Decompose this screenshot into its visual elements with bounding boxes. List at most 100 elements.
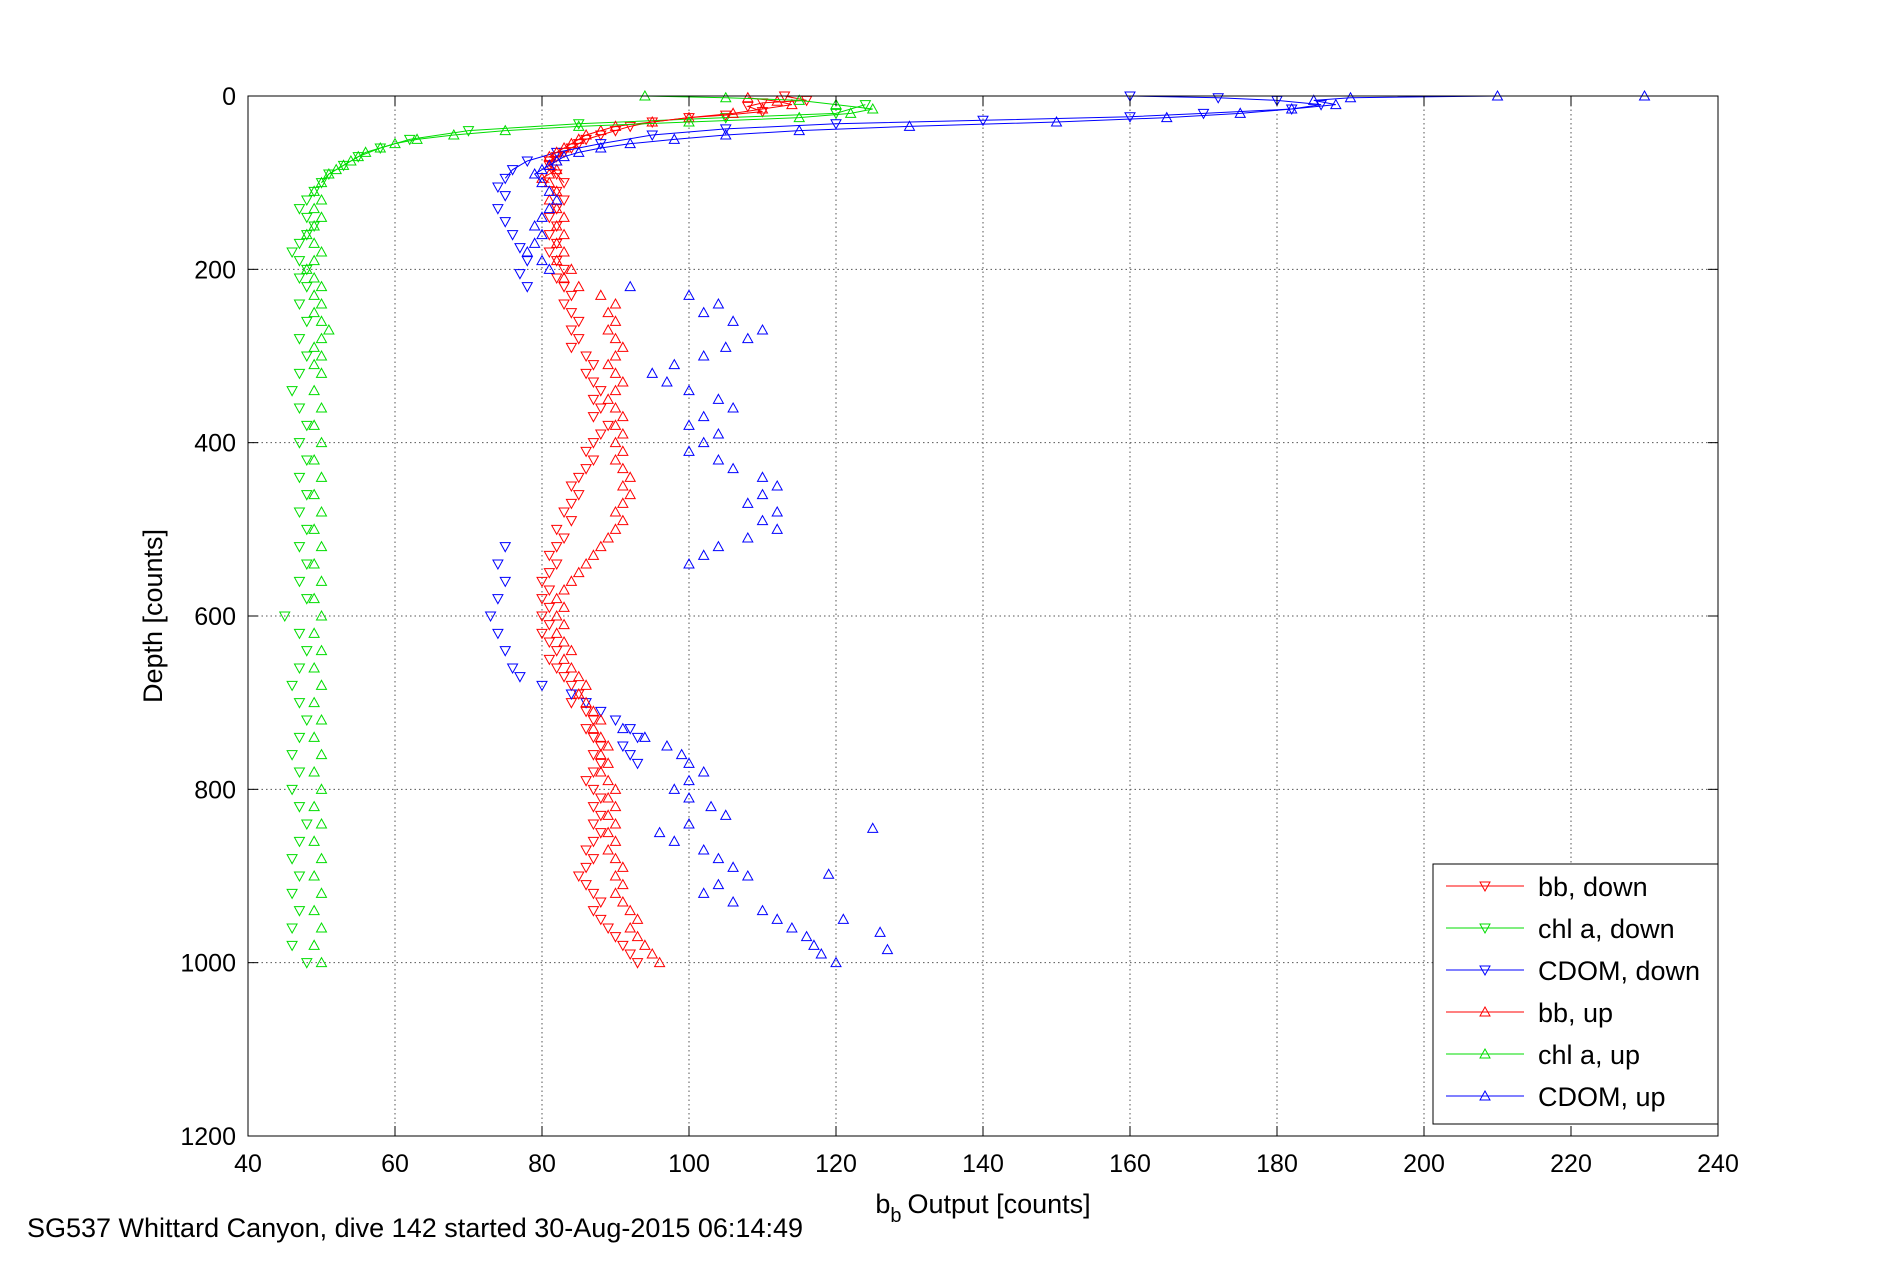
- data-point: [521, 245, 534, 257]
- data-point: [617, 410, 629, 422]
- data-point: [587, 888, 600, 900]
- data-point: [587, 438, 600, 449]
- x-tick-label: 100: [668, 1150, 710, 1178]
- x-tick-label: 140: [962, 1150, 1004, 1178]
- data-point: [1307, 94, 1320, 105]
- legend-entry: bb, down: [1446, 872, 1648, 902]
- data-point: [1329, 98, 1342, 110]
- data-point: [565, 325, 578, 337]
- data-point: [315, 540, 328, 552]
- data-point: [300, 351, 313, 363]
- data-point: [308, 306, 320, 318]
- data-point: [587, 455, 600, 467]
- data-point: [572, 316, 585, 328]
- data-point: [808, 939, 820, 950]
- data-point: [646, 947, 659, 959]
- data-point: [315, 505, 328, 517]
- legend-entry: bb, up: [1446, 998, 1613, 1028]
- data-point: [712, 393, 725, 404]
- data-point: [286, 940, 298, 952]
- data-point: [741, 869, 754, 881]
- data-point: [653, 956, 666, 968]
- data-point: [572, 670, 585, 682]
- data-point: [308, 289, 320, 300]
- data-point: [712, 427, 725, 439]
- data-point: [550, 609, 563, 621]
- data-point: [462, 126, 475, 137]
- data-point: [572, 280, 585, 292]
- data-point: [609, 932, 622, 943]
- data-point: [337, 159, 350, 170]
- data-point: [697, 765, 710, 777]
- data-point: [617, 445, 629, 456]
- data-point: [543, 185, 556, 196]
- data-point: [536, 176, 548, 188]
- data-point: [565, 308, 578, 319]
- series-cdom-up: [521, 89, 1651, 968]
- data-point: [594, 765, 607, 777]
- data-point: [293, 698, 306, 709]
- legend-marker: [1479, 965, 1491, 977]
- data-point: [609, 800, 622, 812]
- data-point: [514, 269, 526, 280]
- x-axis-symbol-subscript: b: [890, 1205, 901, 1227]
- data-point: [756, 471, 769, 482]
- data-point: [550, 202, 563, 214]
- data-point: [293, 273, 306, 285]
- legend-entry: chl a, up: [1446, 1040, 1640, 1070]
- data-point: [550, 592, 563, 604]
- data-point: [719, 91, 732, 103]
- data-point: [565, 689, 578, 701]
- x-tick-labels: 40 60 80 100 120 140 160 180 200 220 240: [234, 1150, 1739, 1178]
- data-point: [587, 836, 600, 848]
- data-point: [727, 315, 739, 326]
- series-layer: [278, 89, 1651, 969]
- data-point: [609, 332, 622, 344]
- data-point: [359, 146, 372, 157]
- data-point: [308, 661, 320, 673]
- y-tick-label: 0: [222, 83, 236, 111]
- data-point: [286, 888, 298, 900]
- data-point: [300, 559, 313, 571]
- data-point: [602, 358, 614, 370]
- data-point: [315, 887, 328, 898]
- data-point: [580, 679, 592, 690]
- data-point: [631, 913, 644, 924]
- data-point: [683, 817, 695, 829]
- data-point: [565, 137, 578, 149]
- data-point: [580, 862, 592, 874]
- series-chl-a-down: [278, 100, 872, 969]
- data-point: [558, 178, 570, 189]
- data-point: [1160, 111, 1173, 123]
- data-point: [580, 880, 592, 891]
- data-point: [771, 913, 784, 924]
- data-point: [793, 94, 806, 105]
- legend-label: CDOM, up: [1538, 1082, 1666, 1112]
- legend-label: chl a, down: [1538, 914, 1675, 944]
- data-point: [543, 247, 556, 259]
- data-point: [308, 384, 320, 396]
- data-point: [293, 663, 306, 675]
- data-point: [286, 854, 298, 865]
- data-point: [300, 524, 313, 536]
- data-point: [786, 921, 798, 933]
- data-point: [308, 271, 320, 283]
- data-point: [712, 852, 725, 864]
- legend-marker: [1479, 881, 1491, 893]
- axis-ticks: [247, 95, 1719, 1137]
- data-point: [293, 576, 306, 588]
- data-point: [646, 367, 659, 378]
- y-tick-label: 1000: [180, 950, 236, 978]
- data-point: [594, 758, 607, 770]
- data-point: [594, 793, 607, 805]
- data-point: [308, 488, 320, 500]
- data-point: [594, 139, 607, 150]
- data-point: [521, 256, 534, 267]
- data-point: [308, 185, 320, 196]
- series-line: [504, 95, 1322, 179]
- data-point: [675, 748, 688, 760]
- data-point: [315, 609, 328, 621]
- data-point: [543, 637, 556, 649]
- data-point: [661, 375, 673, 387]
- data-point: [602, 826, 614, 838]
